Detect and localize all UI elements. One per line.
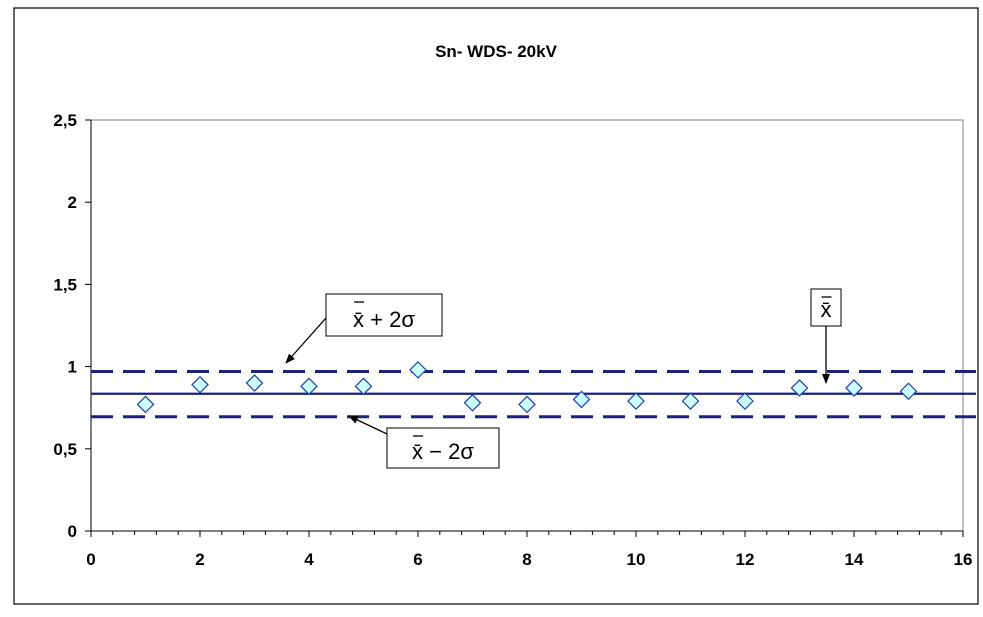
data-point xyxy=(572,390,591,409)
x-tick-label: 14 xyxy=(845,550,864,569)
data-point xyxy=(409,361,427,379)
data-point xyxy=(518,395,536,414)
data-point xyxy=(736,392,754,410)
data-point xyxy=(191,375,209,394)
x-tick-label: 10 xyxy=(627,550,646,569)
x-tick-label: 6 xyxy=(413,550,422,569)
data-point xyxy=(790,379,809,397)
data-point xyxy=(681,392,700,410)
upper-annotation-box xyxy=(325,293,443,337)
x-tick-label: 0 xyxy=(86,550,95,569)
data-point xyxy=(899,382,918,401)
data-point xyxy=(627,392,645,410)
x-tick-label: 16 xyxy=(954,550,973,569)
data-point xyxy=(463,393,482,412)
lower-annotation-label: x̄ − 2σ xyxy=(412,439,474,464)
data-point xyxy=(354,377,373,396)
y-tick-label: 2,5 xyxy=(53,111,77,130)
data-point xyxy=(300,377,318,396)
upper-annotation-label: x̄ + 2σ xyxy=(353,307,415,332)
mean-annotation-box xyxy=(810,288,842,327)
x-tick-label: 2 xyxy=(195,550,204,569)
x-tick-label: 8 xyxy=(522,550,531,569)
y-tick-label: 1 xyxy=(68,358,77,377)
x-tick-label: 12 xyxy=(736,550,755,569)
mean-annotation-label: x̄ xyxy=(821,297,832,322)
x-tick-label: 4 xyxy=(304,550,314,569)
data-point xyxy=(136,395,155,414)
data-point xyxy=(845,379,863,397)
y-tick-label: 0 xyxy=(68,522,77,541)
y-tick-label: 1,5 xyxy=(53,275,77,294)
lower-arrow xyxy=(348,415,388,435)
y-tick-label: 0,5 xyxy=(53,440,77,459)
chart-title: Sn- WDS- 20kV xyxy=(435,42,558,61)
upper-arrow xyxy=(285,317,327,364)
lower-annotation-box xyxy=(386,427,500,469)
y-tick-label: 2 xyxy=(68,193,77,212)
data-point xyxy=(245,374,264,392)
